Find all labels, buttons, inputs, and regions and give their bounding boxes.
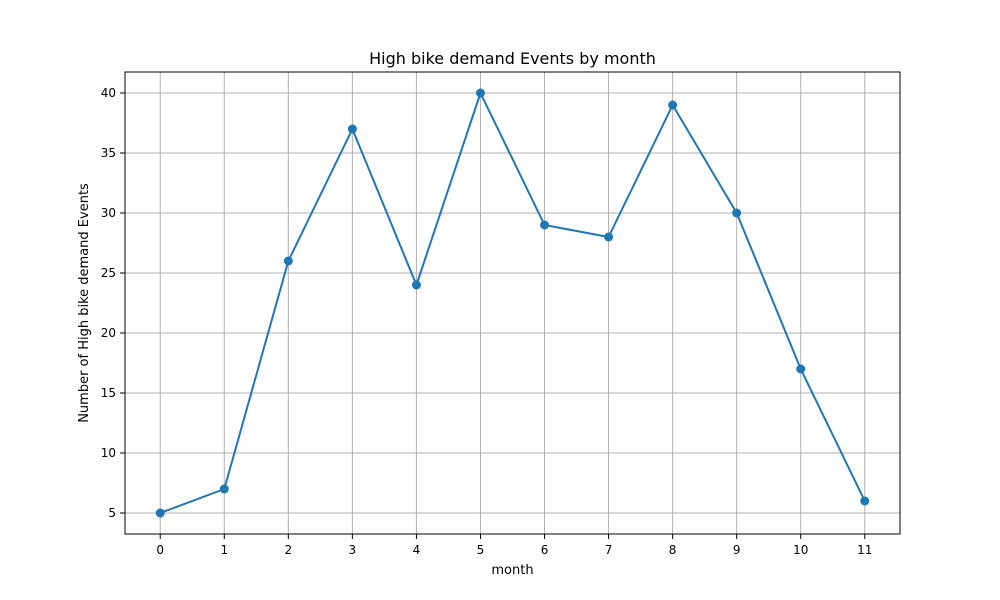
data-point bbox=[796, 364, 806, 374]
x-tick-label: 9 bbox=[733, 543, 741, 557]
data-point bbox=[860, 496, 870, 506]
x-tick-label: 5 bbox=[477, 543, 485, 557]
y-tick-label: 40 bbox=[101, 86, 116, 100]
x-tick-label: 6 bbox=[541, 543, 549, 557]
data-point bbox=[604, 232, 614, 242]
y-tick-label: 15 bbox=[101, 386, 116, 400]
data-point bbox=[155, 508, 165, 518]
x-tick-label: 1 bbox=[220, 543, 228, 557]
grid-lines bbox=[125, 72, 900, 534]
series-line bbox=[159, 92, 866, 514]
data-point bbox=[219, 484, 229, 494]
data-point bbox=[668, 100, 678, 110]
x-tick-label: 7 bbox=[605, 543, 613, 557]
x-tick-label: 3 bbox=[349, 543, 357, 557]
x-tick-label: 0 bbox=[156, 543, 164, 557]
x-tick-label: 10 bbox=[793, 543, 808, 557]
y-tick-label: 20 bbox=[101, 326, 116, 340]
x-tick-label: 2 bbox=[285, 543, 293, 557]
x-tick-label: 4 bbox=[413, 543, 421, 557]
data-point bbox=[732, 208, 742, 218]
series-group bbox=[155, 88, 870, 518]
chart-title: High bike demand Events by month bbox=[369, 49, 656, 68]
y-tick-label: 5 bbox=[108, 506, 116, 520]
plot-frame bbox=[124, 71, 901, 535]
data-point bbox=[475, 88, 485, 98]
y-axis-label: Number of High bike demand Events bbox=[77, 183, 92, 423]
axis-ticks: 0 1 2 3 4 5 6 7 8 9 10 11 5 10 15 20 25 30 35 40 bbox=[101, 86, 873, 557]
data-point bbox=[411, 280, 421, 290]
y-tick-label: 10 bbox=[101, 446, 116, 460]
y-tick-label: 30 bbox=[101, 206, 116, 220]
y-tick-label: 25 bbox=[101, 266, 116, 280]
x-axis-label: month bbox=[491, 563, 533, 578]
x-tick-label: 11 bbox=[857, 543, 872, 557]
x-tick-label: 8 bbox=[669, 543, 677, 557]
y-tick-label: 35 bbox=[101, 146, 116, 160]
data-point bbox=[347, 124, 357, 134]
data-point bbox=[283, 256, 293, 266]
data-point bbox=[540, 220, 550, 230]
